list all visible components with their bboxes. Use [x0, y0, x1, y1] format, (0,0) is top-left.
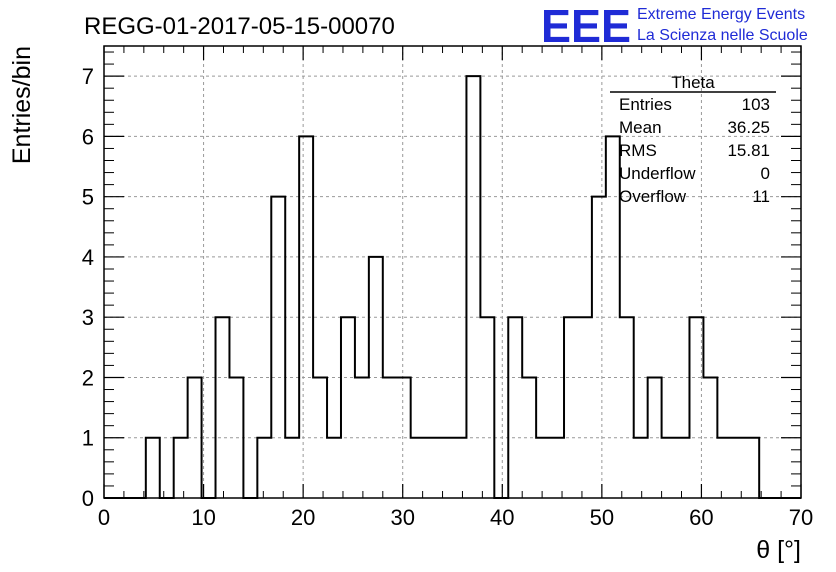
stats-label-entries: Entries: [619, 95, 672, 114]
y-tick-label: 2: [82, 365, 94, 390]
y-tick-label: 7: [82, 64, 94, 89]
axis-ticks: [103, 46, 802, 499]
x-tick-label: 40: [490, 505, 514, 530]
stats-value-overflow: 11: [752, 187, 770, 206]
stats-label-overflow: Overflow: [619, 187, 687, 206]
y-tick-label: 1: [82, 426, 94, 451]
logo-line-1: Extreme Energy Events: [637, 6, 805, 23]
x-tick-label: 10: [191, 505, 215, 530]
run-title: REGG-01-2017-05-15-00070: [84, 13, 395, 40]
stats-label-rms: RMS: [619, 141, 657, 160]
stats-value-mean: 36.25: [727, 118, 770, 137]
x-tick-label: 0: [98, 505, 110, 530]
y-tick-labels: 0 1 2 3 4 5 6 7: [82, 64, 94, 511]
x-tick-label: 70: [789, 505, 813, 530]
stats-label-underflow: Underflow: [619, 164, 696, 183]
stats-box: Theta Entries 103 Mean 36.25 RMS 15.81 U…: [610, 73, 776, 206]
grid-lines: [104, 46, 801, 498]
y-tick-label: 5: [82, 185, 94, 210]
histogram-outline: [104, 75, 801, 499]
x-tick-label: 20: [291, 505, 315, 530]
x-tick-label: 30: [390, 505, 414, 530]
x-axis-label: θ [°]: [756, 536, 801, 564]
y-axis-label: Entries/bin: [8, 46, 36, 164]
y-tick-label: 6: [82, 124, 94, 149]
y-tick-label: 4: [82, 245, 94, 270]
y-tick-label: 0: [82, 486, 94, 511]
stats-value-underflow: 0: [761, 164, 770, 183]
plot-frame: [103, 45, 802, 499]
stats-value-rms: 15.81: [727, 141, 770, 160]
x-tick-label: 60: [689, 505, 713, 530]
stats-value-entries: 103: [742, 95, 770, 114]
stats-label-mean: Mean: [619, 118, 662, 137]
eee-logo-text: EEE: [541, 0, 631, 52]
eee-logo: EEE Extreme Energy Events La Scienza nel…: [541, 0, 808, 52]
x-tick-labels: 0 10 20 30 40 50 60 70: [98, 505, 813, 530]
logo-line-2: La Scienza nelle Scuole: [637, 27, 808, 44]
x-tick-label: 50: [590, 505, 614, 530]
y-tick-label: 3: [82, 305, 94, 330]
stats-title: Theta: [671, 73, 715, 92]
